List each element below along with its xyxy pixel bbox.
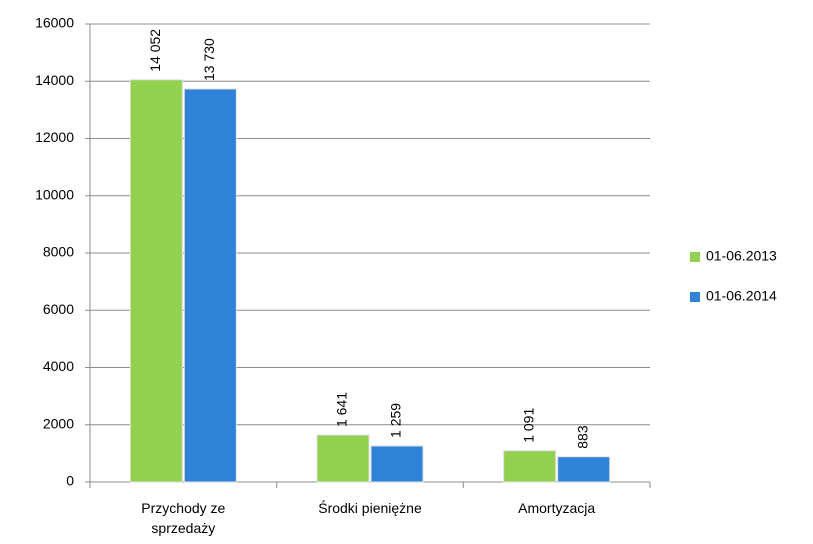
value-label: 14 052 <box>147 29 163 72</box>
legend-swatch <box>690 252 700 262</box>
value-label: 1 091 <box>520 408 536 443</box>
legend-label: 01-06.2014 <box>706 288 777 304</box>
bar <box>503 450 557 483</box>
legend-label: 01-06.2013 <box>706 248 777 264</box>
value-label: 1 641 <box>334 392 350 427</box>
bar <box>316 434 370 483</box>
y-tick-label: 6000 <box>43 301 74 317</box>
value-label: 883 <box>574 425 590 449</box>
legend-swatch <box>690 292 700 302</box>
x-tick-label: Amortyzacja <box>518 500 596 516</box>
y-tick-label: 2000 <box>43 415 74 431</box>
bar <box>183 88 237 483</box>
y-tick-label: 14000 <box>35 72 74 88</box>
value-label: 13 730 <box>201 38 217 81</box>
y-tick-label: 0 <box>66 473 74 489</box>
y-tick-label: 10000 <box>35 186 74 202</box>
bar <box>557 456 611 483</box>
bar <box>129 79 183 483</box>
y-tick-label: 16000 <box>35 15 74 31</box>
value-label: 1 259 <box>388 403 404 438</box>
y-tick-label: 12000 <box>35 129 74 145</box>
x-tick-label: Środki pieniężne <box>318 500 422 516</box>
x-tick-label: Przychody ze sprzedaży <box>141 500 226 536</box>
bar <box>370 445 424 483</box>
y-tick-label: 4000 <box>43 358 74 374</box>
y-tick-label: 8000 <box>43 244 74 260</box>
